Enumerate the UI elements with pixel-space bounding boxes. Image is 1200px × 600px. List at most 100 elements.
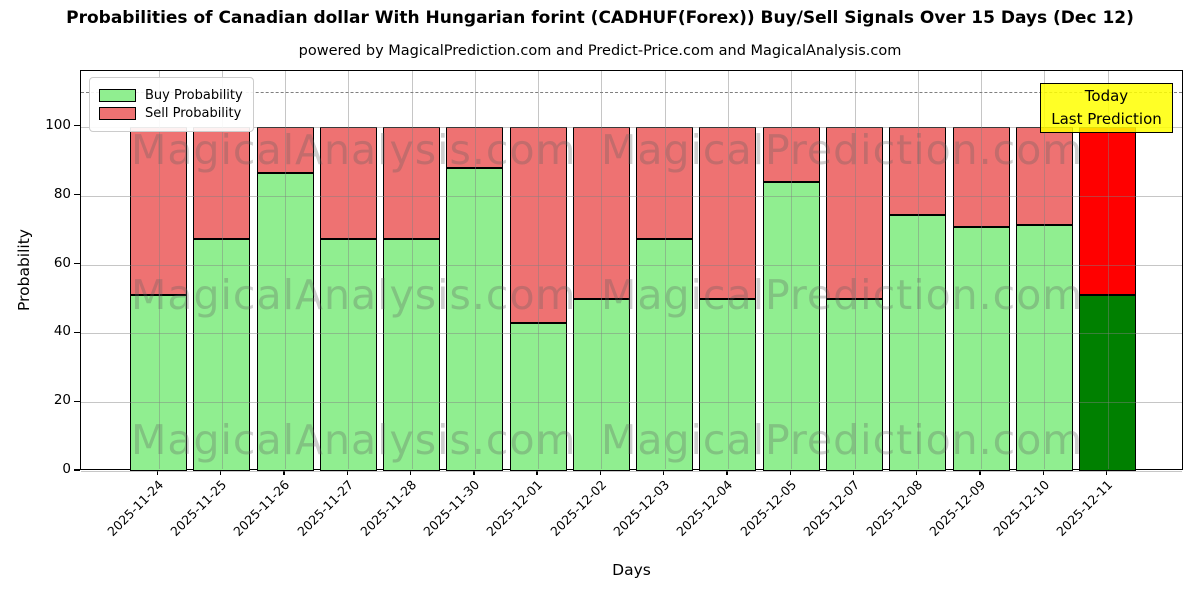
gridline-vertical	[981, 71, 982, 469]
watermark-layer: MagicalAnalysis.com MagicalAnalysis.com Ma…	[81, 71, 1182, 469]
bar-sell	[319, 126, 377, 239]
y-axis-label: Probability	[15, 229, 33, 311]
bars-layer	[81, 71, 1182, 471]
bar-buy	[256, 173, 314, 471]
plot-area: MagicalAnalysis.com MagicalAnalysis.com Ma…	[80, 70, 1183, 472]
gridline-horizontal	[81, 333, 1182, 335]
bar-buy	[509, 323, 567, 471]
gridline-horizontal	[81, 402, 1182, 404]
y-tick-label: 0	[62, 461, 71, 477]
x-axis-tick	[536, 470, 538, 475]
bar-buy	[383, 238, 441, 471]
x-tick-label: 2025-12-05	[736, 477, 799, 539]
today-annotation-line1: Today	[1084, 87, 1129, 105]
x-tick-label: 2025-12-09	[926, 477, 989, 539]
x-tick-label: 2025-11-30	[420, 477, 483, 539]
legend-swatch	[99, 107, 136, 120]
x-tick-label: 2025-12-01	[483, 477, 546, 539]
y-tick-label: 60	[53, 254, 71, 271]
watermark-text: MagicalAnalysis.com	[131, 271, 577, 319]
x-tick-label: 2025-11-27	[293, 477, 356, 539]
gridline-vertical	[601, 71, 603, 469]
bar-buy	[193, 238, 251, 471]
x-axis-tick	[1042, 470, 1044, 475]
gridline-vertical	[664, 71, 666, 469]
legend-label: Sell Probability	[145, 106, 242, 121]
x-tick-label: 2025-12-03	[610, 477, 673, 539]
legend-item: Sell Probability	[99, 106, 243, 121]
bar-buy	[636, 238, 694, 471]
bar-sell-today	[1079, 126, 1137, 296]
grid-layer	[81, 71, 1182, 472]
x-tick-label: 2025-11-24	[104, 477, 167, 539]
x-axis-tick	[979, 470, 981, 475]
y-axis-tick	[74, 469, 80, 471]
bar-buy	[446, 168, 504, 471]
x-axis-tick	[663, 470, 665, 475]
chart-subtitle: powered by MagicalPrediction.com and Pre…	[298, 43, 902, 59]
x-tick-label: 2025-12-07	[800, 477, 863, 539]
x-axis-tick	[852, 470, 855, 475]
chart-title: Probabilities of Canadian dollar With Hu…	[66, 8, 1134, 28]
x-axis-label: Days	[612, 561, 651, 579]
watermark-text: MagicalAnalysis.com	[131, 126, 577, 174]
bar-sell	[762, 126, 820, 182]
gridline-horizontal	[81, 195, 1182, 197]
gridline-vertical	[285, 71, 286, 469]
x-tick-label: 2025-12-10	[989, 477, 1052, 539]
gridline-vertical	[221, 71, 223, 469]
upper-dashed-line	[81, 92, 1182, 94]
y-tick-label: 80	[53, 185, 71, 202]
bar-sell	[699, 126, 757, 299]
gridline-vertical	[1044, 71, 1046, 469]
bar-sell	[572, 126, 630, 299]
watermark-text: MagicalPrediction.com	[601, 416, 1084, 464]
x-axis-tick	[156, 470, 159, 475]
today-annotation-line2: Last Prediction	[1051, 110, 1162, 128]
bar-sell	[826, 126, 883, 299]
gridline-vertical	[538, 71, 540, 469]
x-axis-tick	[726, 470, 728, 475]
y-tick-label: 100	[45, 116, 71, 133]
y-axis-tick	[74, 125, 80, 127]
bar-sell	[446, 126, 504, 169]
y-tick-label: 20	[53, 392, 71, 409]
bar-sell	[383, 126, 441, 239]
bar-buy	[699, 298, 757, 471]
y-axis-tick	[74, 331, 80, 333]
bar-buy	[826, 298, 883, 471]
bar-buy	[762, 181, 820, 471]
x-axis-tick	[346, 470, 348, 475]
gridline-vertical	[348, 71, 350, 469]
x-axis-tick	[916, 470, 918, 475]
x-axis-tick	[789, 470, 791, 475]
x-tick-label: 2025-12-02	[547, 477, 610, 539]
y-axis-tick	[74, 262, 80, 265]
bar-sell	[130, 126, 187, 296]
gridline-vertical	[474, 71, 476, 469]
legend-item: Buy Probability	[99, 88, 243, 103]
x-axis-tick	[283, 470, 285, 475]
x-axis-tick	[409, 470, 412, 475]
bar-sell	[952, 126, 1010, 227]
gridline-horizontal	[81, 264, 1182, 266]
gridline-vertical	[854, 71, 856, 469]
gridline-horizontal	[81, 126, 1182, 128]
legend: Buy Probability Sell Probability	[89, 77, 254, 132]
legend-swatch	[99, 89, 136, 102]
x-axis-tick	[473, 470, 475, 475]
bar-buy	[130, 295, 187, 471]
watermark-text: MagicalPrediction.com	[601, 271, 1084, 319]
gridline-vertical	[791, 71, 793, 469]
bar-sell	[256, 126, 314, 174]
bar-sell	[193, 126, 251, 239]
gridline-vertical	[158, 71, 160, 469]
y-axis-tick	[74, 400, 80, 402]
x-tick-label: 2025-12-08	[863, 477, 926, 539]
bar-buy	[572, 298, 630, 471]
bar-buy-today	[1079, 295, 1137, 471]
bar-buy	[1015, 224, 1073, 471]
watermark-text: MagicalAnalysis.com	[131, 416, 577, 464]
watermark-text: MagicalPrediction.com	[601, 126, 1084, 174]
